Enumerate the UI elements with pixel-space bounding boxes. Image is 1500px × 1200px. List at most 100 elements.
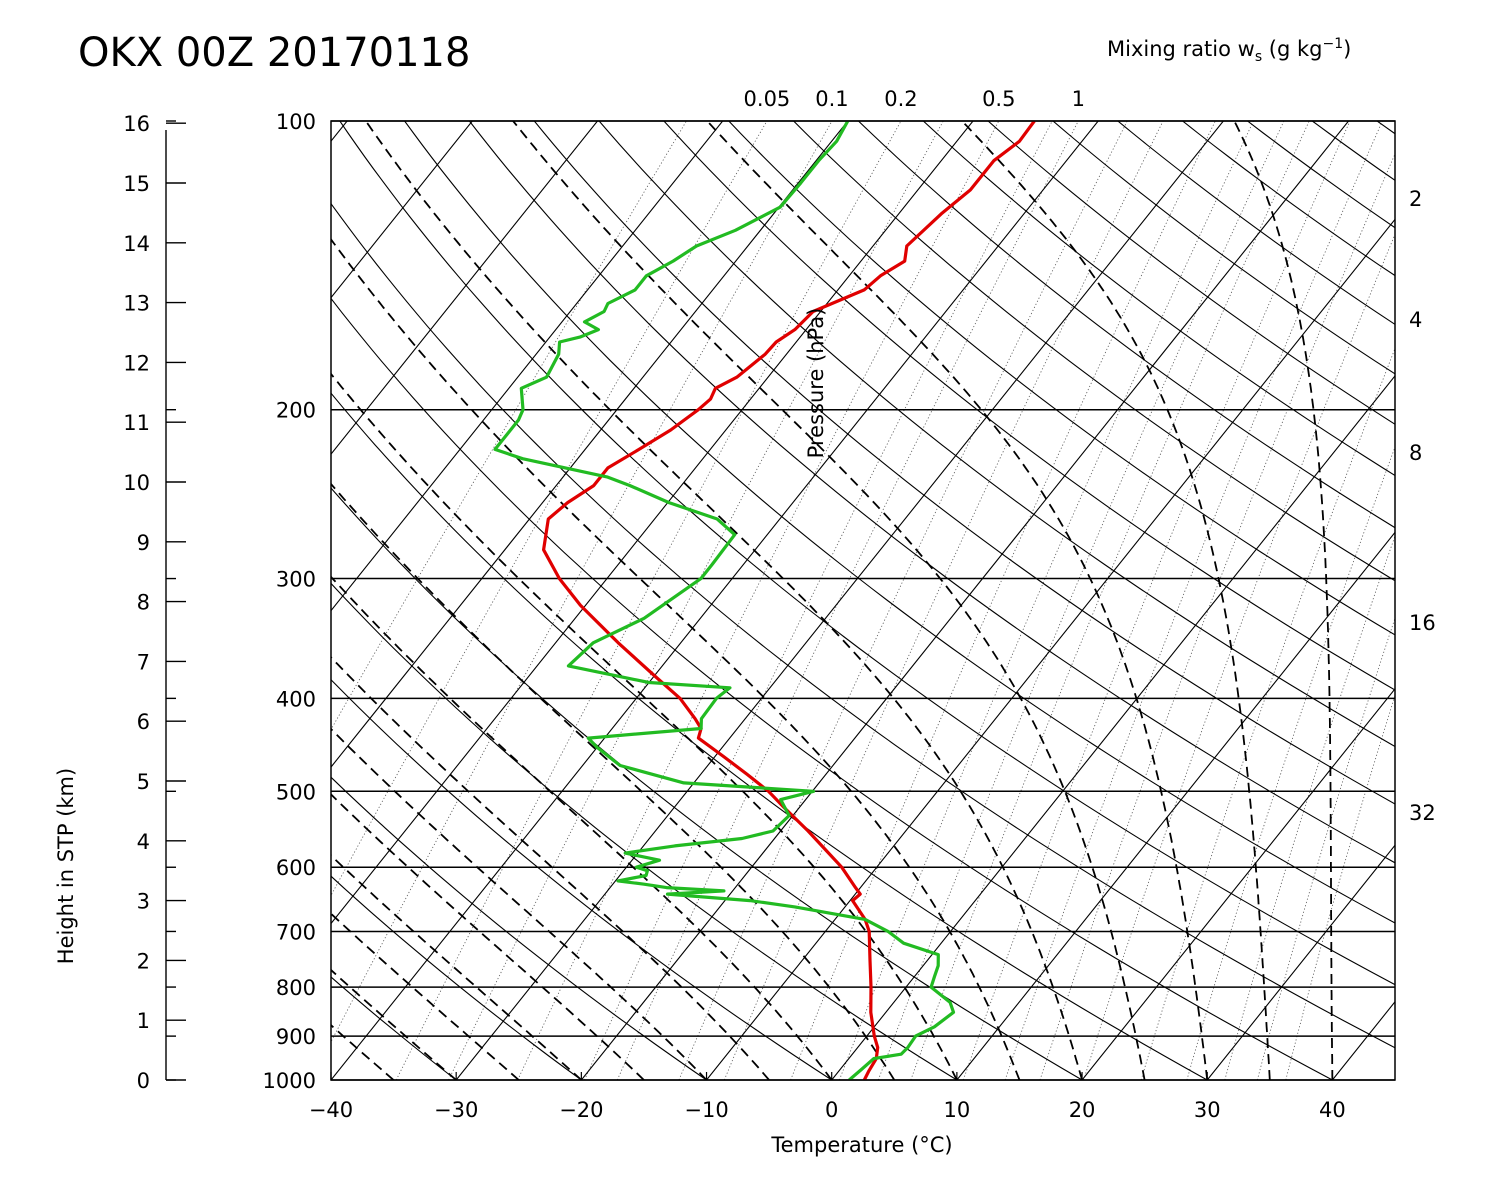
right-tick-label: 8: [1409, 441, 1422, 465]
chart-title: OKX 00Z 20170118: [78, 30, 471, 76]
dry-adiabat-line: [331, 582, 958, 1080]
mixing-ratio-line: [1004, 121, 1383, 1080]
isotherm-line: [1331, 1000, 1395, 1080]
pressure-tick-label: 700: [276, 920, 316, 944]
mixing-ratio-line: [910, 121, 1310, 1080]
dry-adiabat-line: [1182, 121, 1395, 277]
background-lines: [0, 121, 1500, 1080]
moist-adiabat-line: [365, 121, 1083, 1080]
height-tick-label: 12: [123, 351, 150, 375]
dry-adiabat-line: [331, 678, 833, 1080]
pressure-tick-label: 900: [276, 1025, 316, 1049]
moist-adiabat-line: [331, 237, 1021, 1080]
dry-adiabat-line: [1247, 121, 1395, 229]
mixing-ratio-line: [1186, 445, 1395, 1080]
mixing-ratio-sub: s: [1254, 49, 1263, 66]
x-tick-label: 40: [1319, 1098, 1346, 1122]
x-axis-label: Temperature (°C): [770, 1133, 952, 1157]
isotherm-line: [331, 121, 1099, 1080]
height-tick-label: 11: [123, 411, 150, 435]
x-tick-label: −20: [559, 1098, 603, 1122]
moist-adiabat-line: [961, 121, 1271, 1080]
dry-adiabat-line: [0, 121, 206, 1080]
height-tick-label: 4: [137, 830, 150, 854]
isotherm-line: [1081, 687, 1395, 1080]
mixing-ratio-line: [1039, 152, 1395, 1080]
moist-adiabat-line: [331, 482, 896, 1080]
isotherm-line: [331, 121, 724, 612]
isotherm-line: [580, 121, 1349, 1080]
isotherm-line: [331, 121, 849, 768]
moist-adiabat-line: [331, 575, 833, 1080]
dry-adiabat-line: [663, 121, 1395, 691]
isotherm-line: [0, 121, 222, 1080]
mixing-ratio-line: [1224, 534, 1395, 1080]
x-tick-label: 10: [944, 1098, 971, 1122]
dry-adiabat-line: [987, 121, 1395, 425]
dry-adiabat-line: [728, 121, 1395, 636]
mixing-ratio-line: [1140, 347, 1395, 1080]
temperature-profile-line: [542, 121, 1036, 1080]
dewpoint-profile-line: [493, 121, 956, 1080]
mixing-ratio-middle: (g kg: [1262, 37, 1323, 61]
mixing-ratio-suffix: ): [1343, 37, 1352, 61]
mixing-ratio-line: [395, 121, 902, 1080]
dry-adiabat-line: [1117, 121, 1395, 326]
mixing-ratio-line: [331, 121, 687, 731]
dry-adiabat-line: [922, 121, 1395, 477]
dry-adiabat-line: [331, 297, 1333, 1080]
x-tick-label: 0: [825, 1098, 838, 1122]
pressure-tick-label: 100: [276, 110, 316, 134]
isotherm-line: [331, 121, 974, 925]
height-tick-label: 8: [137, 591, 150, 615]
dry-adiabat-line: [331, 392, 1208, 1080]
moist-adiabat-line: [331, 727, 708, 1080]
mixing-ratio-line: [1285, 694, 1395, 1080]
height-tick-label: 14: [123, 232, 150, 256]
mixing-ratio-line: [678, 121, 1128, 1080]
moist-adiabat-line: [331, 656, 770, 1080]
mixing-ratio-tick-label: 1: [1072, 87, 1085, 111]
x-tick-label: 20: [1069, 1098, 1096, 1122]
right-tick-label: 4: [1409, 308, 1422, 332]
height-tick-label: 3: [137, 890, 150, 914]
dry-adiabat-line: [793, 121, 1395, 582]
dry-adiabat-line: [331, 202, 1395, 1049]
height-axis-label: Height in STP (km): [54, 768, 78, 964]
x-tick-label: −30: [434, 1098, 478, 1122]
height-tick-label: 5: [137, 770, 150, 794]
mixing-ratio-line: [723, 121, 1164, 1080]
mixing-ratio-line: [877, 121, 1285, 1080]
dry-adiabat-line: [1442, 121, 1500, 1080]
pressure-tick-label: 1000: [263, 1069, 316, 1093]
mixing-ratio-tick-label: 0.5: [982, 87, 1015, 111]
height-tick-label: 7: [137, 650, 150, 674]
dry-adiabat-line: [1052, 121, 1395, 375]
mixing-ratio-line: [1083, 233, 1395, 1080]
mixing-ratio-tick-label: 0.05: [744, 87, 791, 111]
right-tick-label: 32: [1409, 801, 1436, 825]
isotherm-line: [956, 531, 1395, 1080]
isotherm-line: [706, 218, 1395, 1080]
dry-adiabat-line: [533, 121, 1395, 805]
height-tick-label: 13: [123, 292, 150, 316]
plot-frame: [330, 120, 1396, 1081]
moist-adiabat-line: [331, 854, 583, 1080]
moist-adiabat-line: [706, 121, 1209, 1080]
moist-adiabat-line: [512, 121, 1146, 1080]
x-tick-label: −10: [684, 1098, 728, 1122]
height-tick-label: 1: [137, 1009, 150, 1033]
mixing-ratio-line: [790, 121, 1216, 1080]
isotherm-line: [1206, 844, 1395, 1080]
mixing-ratio-tick-label: 0.1: [815, 87, 848, 111]
pressure-axis-label: Pressure (hPa): [804, 308, 828, 459]
right-tick-label: 16: [1409, 611, 1436, 635]
height-tick-label: 2: [137, 949, 150, 973]
dry-adiabat-line: [468, 121, 1395, 864]
moist-adiabat-line: [331, 793, 645, 1080]
pressure-tick-label: 600: [276, 856, 316, 880]
dry-adiabat-line: [598, 121, 1395, 748]
mixing-ratio-line: [331, 121, 833, 1043]
height-tick-label: 10: [123, 471, 150, 495]
